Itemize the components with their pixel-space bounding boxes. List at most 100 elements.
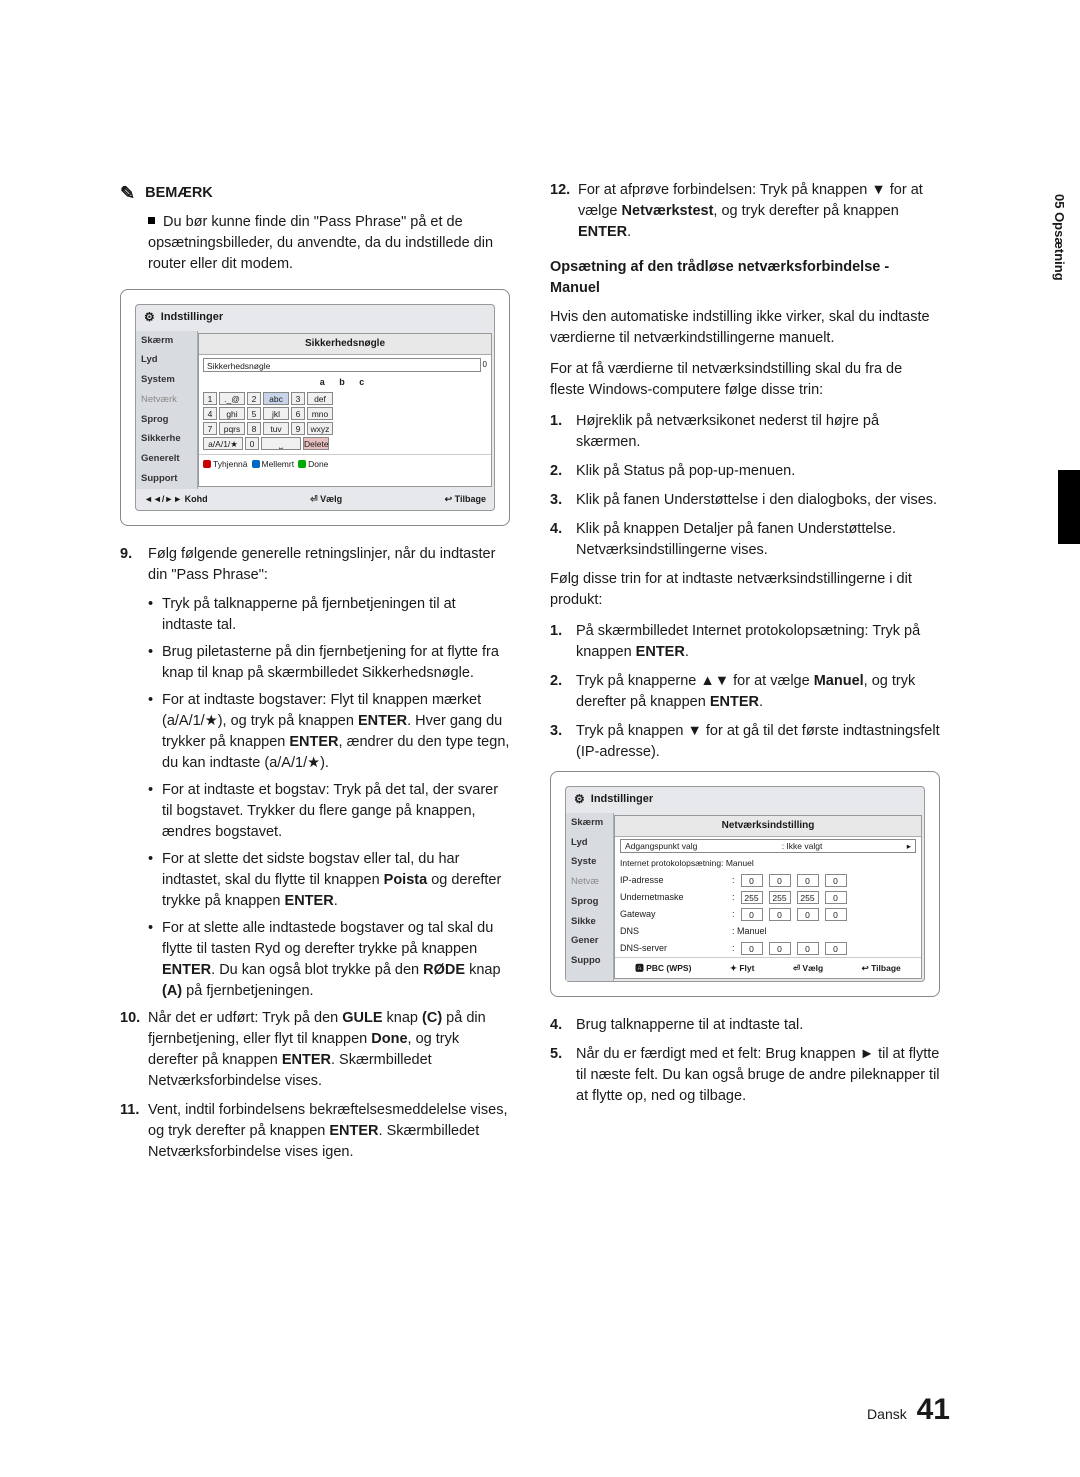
ss2-nav: Sikke xyxy=(566,912,613,932)
step-9: 9. Følg følgende generelle retningslinje… xyxy=(120,544,510,586)
list-item: 5.Når du er færdigt med et felt: Brug kn… xyxy=(550,1044,940,1107)
abc-tabs: a b c xyxy=(199,375,491,390)
action: Mellemrt xyxy=(262,458,295,470)
ss1-title: Indstillinger xyxy=(161,310,223,326)
blue-dot-icon xyxy=(252,460,260,468)
gear-icon: ⚙ xyxy=(144,309,155,326)
list-item: 2.Klik på Status på pop-up-menuen. xyxy=(550,461,940,482)
page-footer: Dansk 41 xyxy=(867,1393,950,1427)
ss2-nav: Gener xyxy=(566,931,613,951)
ss2-title: Indstillinger xyxy=(591,792,653,808)
page-columns: ✎ BEMÆRK Du bør kunne finde din "Pass Ph… xyxy=(120,180,960,1171)
list-text: Når du er færdigt med et felt: Brug knap… xyxy=(576,1044,940,1107)
key: abc xyxy=(263,392,289,405)
bullet-text: For at indtaste bogstaver: Flyt til knap… xyxy=(162,690,510,774)
arrow-right-icon: ▸ xyxy=(907,840,911,853)
thumb-tab xyxy=(1058,470,1080,544)
key: wxyz xyxy=(307,422,333,435)
ss-footer: ◄◄/►► Kohd ⏎ Vælg ↩ Tilbage xyxy=(136,489,494,510)
ss2-nav: Lyd xyxy=(566,833,613,853)
key: def xyxy=(307,392,333,405)
ss2-main-title: Netværksindstilling xyxy=(615,816,921,838)
action: Done xyxy=(308,458,328,470)
footer-hint: 🅰 PBC (WPS) xyxy=(635,962,691,974)
footer-hint: ◄◄/►► Kohd xyxy=(144,493,208,506)
green-dot-icon xyxy=(298,460,306,468)
bullet-text: For at slette alle indtastede bogstaver … xyxy=(162,918,510,1002)
apv-label: Adgangspunkt valg xyxy=(625,840,697,853)
step-number: 9. xyxy=(120,544,148,586)
ip-box: 0 xyxy=(825,874,847,887)
key: 2 xyxy=(247,392,261,405)
note-heading: ✎ BEMÆRK xyxy=(120,180,510,206)
key: a/A/1/★ xyxy=(203,437,243,450)
counter: 0 xyxy=(483,359,487,371)
ip-box: 0 xyxy=(741,908,763,921)
key: 1 xyxy=(203,392,217,405)
list-text: Klik på Status på pop-up-menuen. xyxy=(576,461,940,482)
key: 4 xyxy=(203,407,217,420)
dnss-label: DNS-server xyxy=(620,942,728,955)
step-12: 12. For at afprøve forbindelsen: Tryk på… xyxy=(550,180,940,243)
key: 5 xyxy=(247,407,261,420)
paragraph: For at få værdierne til netværksindstill… xyxy=(550,359,940,401)
ss2-nav: Syste xyxy=(566,852,613,872)
note-heading-text: BEMÆRK xyxy=(145,183,213,204)
step-number: 11. xyxy=(120,1100,148,1163)
list-text: Klik på knappen Detaljer på fanen Unders… xyxy=(576,519,940,561)
bullet: For at slette alle indtastede bogstaver … xyxy=(148,918,510,1002)
subheading: Opsætning af den trådløse netværksforbin… xyxy=(550,257,940,299)
bullet: For at indtaste bogstaver: Flyt til knap… xyxy=(148,690,510,774)
step-11: 11. Vent, indtil forbindelsens bekræftel… xyxy=(120,1100,510,1163)
dns-label: DNS xyxy=(620,925,728,938)
list-item: 3.Klik på fanen Understøttelse i den dia… xyxy=(550,490,940,511)
list-item: 4.Brug talknapperne til at indtaste tal. xyxy=(550,1015,940,1036)
gw-label: Gateway xyxy=(620,908,728,921)
step-text: Vent, indtil forbindelsens bekræftelsesm… xyxy=(148,1100,510,1163)
right-column: 12. For at afprøve forbindelsen: Tryk på… xyxy=(550,180,940,1171)
list-text: Højreklik på netværksikonet nederst til … xyxy=(576,411,940,453)
ip-box: 255 xyxy=(769,891,791,904)
ss1-nav: Sikkerhe xyxy=(136,429,197,449)
key: 8 xyxy=(247,422,261,435)
ss1-nav: Generelt xyxy=(136,449,197,469)
gear-icon: ⚙ xyxy=(574,791,585,808)
ip-box: 0 xyxy=(797,874,819,887)
apv-row: Adgangspunkt valg: Ikke valgt▸ xyxy=(620,839,916,853)
key: ghi xyxy=(219,407,245,420)
key: ⎵ xyxy=(261,437,301,450)
ip-box: 0 xyxy=(741,942,763,955)
section-tab-text: 05 Opsætning xyxy=(1052,190,1067,281)
ip-box: 0 xyxy=(797,908,819,921)
step-number: 12. xyxy=(550,180,578,243)
list-item: 4.Klik på knappen Detaljer på fanen Unde… xyxy=(550,519,940,561)
key-delete: Delete xyxy=(303,437,329,450)
note-body: Du bør kunne finde din "Pass Phrase" på … xyxy=(120,212,510,275)
ss1-nav: Netværk xyxy=(136,390,197,410)
ip-box: 0 xyxy=(769,942,791,955)
red-dot-icon xyxy=(203,460,211,468)
bullet: For at slette det sidste bogstav eller t… xyxy=(148,849,510,912)
list-text: Tryk på knappen ▼ for at gå til det førs… xyxy=(576,721,940,763)
bullet-text: For at slette det sidste bogstav eller t… xyxy=(162,849,510,912)
note-body-text: Du bør kunne finde din "Pass Phrase" på … xyxy=(148,214,493,272)
ip-box: 0 xyxy=(825,908,847,921)
bullet: For at indtaste et bogstav: Tryk på det … xyxy=(148,780,510,843)
section-tab: 05 Opsætning xyxy=(1052,190,1080,320)
step-number: 10. xyxy=(120,1008,148,1092)
ss1-nav: Sprog xyxy=(136,410,197,430)
ip-box: 0 xyxy=(825,942,847,955)
bullet: Brug piletasterne på din fjernbetjening … xyxy=(148,642,510,684)
left-column: ✎ BEMÆRK Du bør kunne finde din "Pass Ph… xyxy=(120,180,510,1171)
ip-label: IP-adresse xyxy=(620,874,728,887)
ss2-nav: Sprog xyxy=(566,892,613,912)
step-text: Når det er udført: Tryk på den GULE knap… xyxy=(148,1008,510,1092)
key: 7 xyxy=(203,422,217,435)
bullet: Tryk på talknapperne på fjernbetjeningen… xyxy=(148,594,510,636)
list-item: 1.Højreklik på netværksikonet nederst ti… xyxy=(550,411,940,453)
key: 0 xyxy=(245,437,259,450)
page-number: 41 xyxy=(917,1393,950,1426)
ss1-nav: System xyxy=(136,370,197,390)
screenshot-network-settings: ⚙Indstillinger Skærm Lyd Syste Netvæ Spr… xyxy=(550,771,940,997)
list-text: Klik på fanen Understøttelse i den dialo… xyxy=(576,490,940,511)
